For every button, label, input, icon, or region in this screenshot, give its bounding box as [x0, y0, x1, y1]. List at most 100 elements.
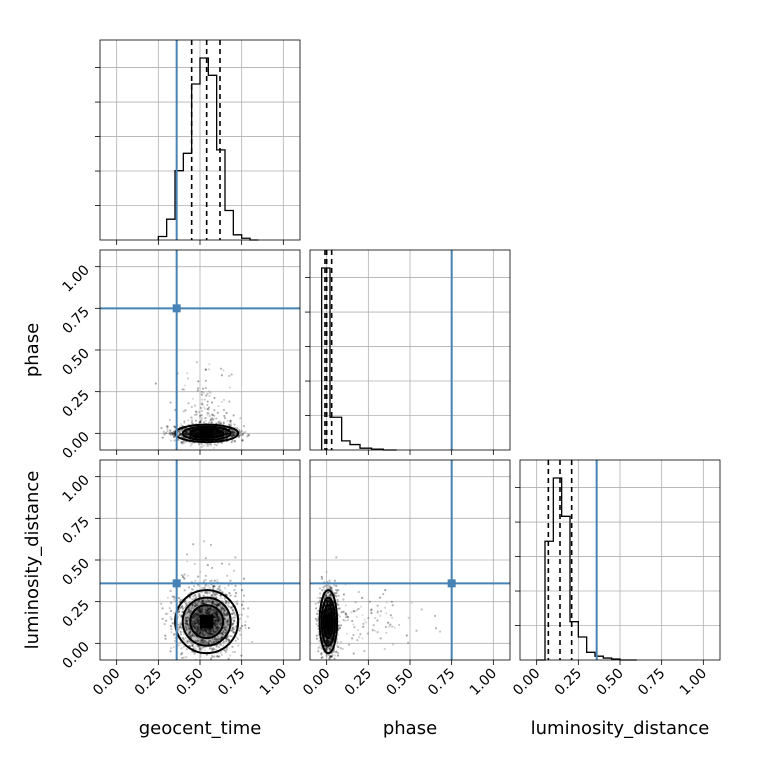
sample-point	[225, 612, 229, 615]
sample-point	[183, 421, 186, 425]
sample-point	[206, 592, 209, 595]
sample-point	[196, 614, 199, 617]
sample-point	[352, 623, 355, 626]
sample-point	[357, 636, 361, 639]
sample-point	[242, 607, 245, 610]
sample-point	[187, 402, 190, 405]
sample-point	[180, 441, 183, 444]
sample-point	[154, 382, 157, 385]
sample-point	[222, 435, 225, 438]
sample-point	[242, 424, 245, 428]
sample-point	[345, 614, 348, 617]
sample-point	[398, 623, 401, 627]
sample-point	[201, 630, 205, 633]
sample-point	[212, 611, 215, 614]
sample-point	[223, 414, 226, 418]
sample-point	[173, 595, 176, 598]
sample-point	[333, 654, 336, 657]
sample-point	[215, 614, 219, 617]
sample-point	[195, 619, 198, 622]
sample-point	[224, 432, 227, 435]
sample-point	[205, 610, 209, 613]
sample-point	[213, 612, 216, 615]
sample-point	[230, 423, 233, 426]
contour-line	[181, 425, 232, 442]
sample-point	[337, 645, 340, 649]
sample-point	[196, 618, 199, 621]
sample-point	[231, 645, 234, 648]
sample-point	[177, 610, 181, 613]
sample-point	[214, 622, 217, 626]
sample-point	[205, 609, 208, 612]
sample-point	[191, 622, 194, 625]
sample-point	[198, 414, 202, 418]
sample-point	[212, 585, 215, 588]
density-peak	[324, 614, 333, 629]
sample-point	[212, 418, 215, 421]
sample-point	[226, 431, 229, 435]
sample-point	[183, 573, 186, 577]
sample-point	[333, 657, 336, 660]
sample-point	[189, 609, 192, 613]
sample-point	[213, 432, 216, 435]
sample-point	[208, 632, 211, 635]
sample-point	[216, 626, 220, 629]
sample-point	[179, 623, 182, 627]
sample-point	[164, 612, 168, 616]
sample-point	[197, 594, 201, 598]
sample-point	[170, 631, 173, 634]
sample-point	[195, 603, 198, 606]
sample-point	[210, 629, 213, 633]
sample-point	[200, 646, 204, 649]
sample-point	[179, 431, 182, 434]
sample-point	[226, 619, 229, 622]
sample-point	[341, 648, 344, 651]
sample-point	[214, 432, 217, 435]
sample-point	[323, 644, 326, 647]
sample-point	[189, 611, 192, 614]
sample-point	[209, 628, 212, 631]
tick-label-x: 0.00	[90, 666, 123, 699]
sample-point	[195, 625, 198, 628]
sample-point	[213, 621, 216, 625]
sample-point	[230, 434, 233, 437]
sample-point	[226, 638, 230, 641]
sample-point	[233, 430, 236, 434]
sample-point	[212, 632, 216, 635]
sample-point	[216, 431, 219, 434]
sample-point	[198, 432, 201, 436]
sample-point	[327, 591, 330, 594]
sample-point	[177, 596, 181, 600]
sample-point	[208, 610, 211, 613]
sample-point	[215, 433, 219, 437]
sample-point	[195, 612, 199, 615]
sample-point	[187, 608, 190, 611]
sample-point	[229, 634, 232, 638]
sample-point	[374, 616, 377, 620]
sample-point	[229, 629, 233, 632]
sample-point	[238, 431, 242, 434]
sample-point	[235, 600, 239, 603]
sample-point	[195, 431, 198, 434]
sample-point	[335, 595, 338, 598]
sample-point	[337, 620, 341, 623]
sample-point	[191, 625, 194, 628]
sample-point	[227, 605, 230, 608]
sample-point	[187, 419, 190, 422]
sample-point	[351, 619, 354, 623]
sample-point	[172, 434, 175, 437]
tick-label-y: 0.25	[59, 387, 92, 420]
sample-point	[246, 435, 249, 438]
sample-point	[166, 425, 169, 428]
sample-point	[205, 611, 209, 614]
sample-point	[216, 654, 219, 658]
sample-point	[198, 615, 201, 618]
sample-point	[239, 627, 242, 630]
sample-point	[226, 603, 230, 606]
sample-point	[347, 643, 351, 646]
sample-point	[218, 619, 221, 622]
sample-point	[214, 432, 218, 435]
sample-point	[204, 386, 208, 390]
sample-point	[187, 432, 190, 435]
sample-point	[182, 440, 185, 443]
